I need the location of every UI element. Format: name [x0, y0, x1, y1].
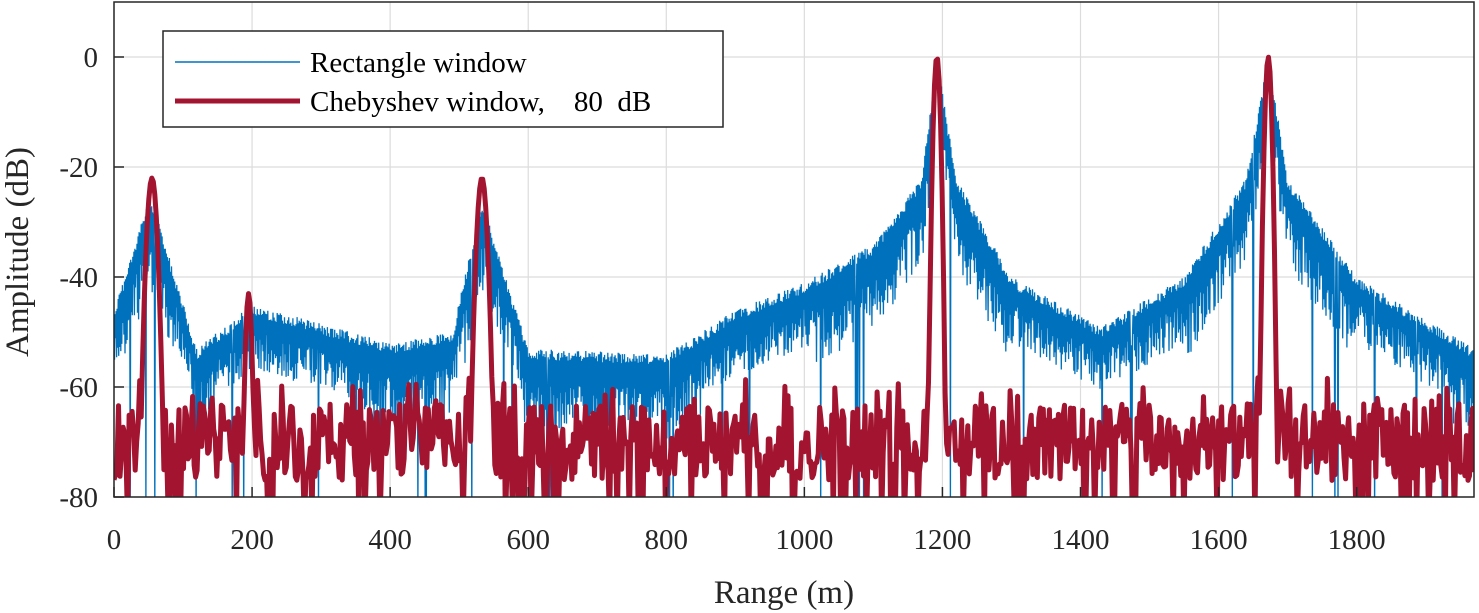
y-axis-label: Amplitude (dB) [0, 147, 36, 357]
axes-box [113, 1, 1475, 498]
x-tick-label: 800 [645, 524, 689, 556]
x-tick-label: 1200 [913, 524, 971, 556]
legend-box [162, 30, 724, 128]
y-tick-label: -40 [59, 262, 98, 294]
x-tick-label: 400 [368, 524, 412, 556]
x-tick-label: 1600 [1190, 524, 1248, 556]
legend-rectangle-label: Rectangle window [310, 47, 527, 79]
x-axis-ticks: 0 200 400 600 800 1000 1200 1400 1600 1800 [107, 487, 1386, 556]
y-axis-ticks: 0 -20 -40 -60 -80 [59, 42, 124, 514]
x-tick-label: 1400 [1051, 524, 1109, 556]
x-tick-label: 0 [107, 524, 122, 556]
x-axis-label: Range (m) [714, 575, 854, 611]
x-tick-label: 1800 [1328, 524, 1386, 556]
y-tick-label: -60 [59, 372, 98, 404]
y-tick-label: 0 [84, 42, 99, 74]
legend: Rectangle window Chebyshev window, 80 dB [162, 30, 724, 128]
y-tick-label: -80 [59, 482, 98, 514]
x-tick-label: 600 [506, 524, 550, 556]
series-rectangle-window [114, 55, 1474, 497]
x-tick-label: 1000 [775, 524, 833, 556]
y-tick-label: -20 [59, 152, 98, 184]
series-chebyshev-window [114, 54, 1474, 497]
legend-chebyshev-label: Chebyshev window, 80 dB [310, 86, 651, 118]
x-tick-label: 200 [230, 524, 274, 556]
plot-area [114, 54, 1474, 497]
